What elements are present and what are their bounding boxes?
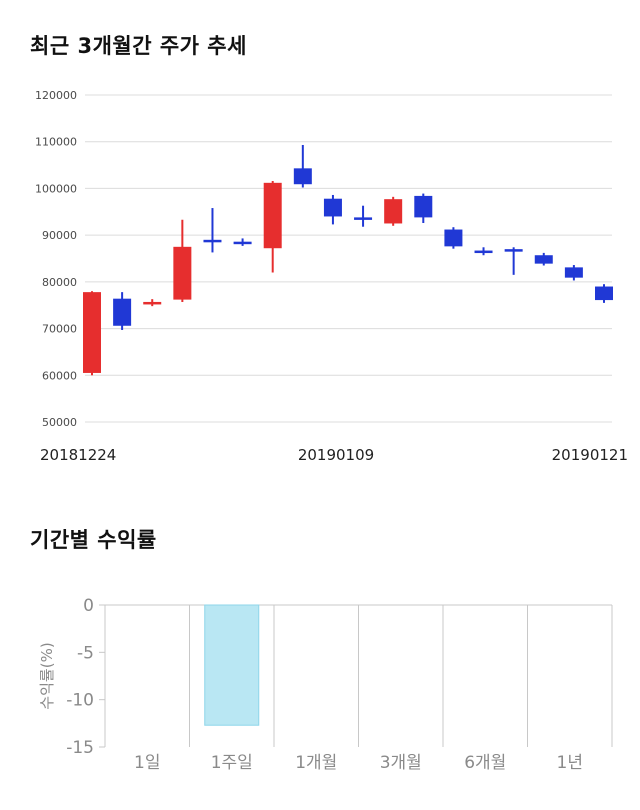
- candlestick: [564, 265, 583, 281]
- candlestick: [233, 238, 252, 246]
- candlestick: [293, 144, 312, 188]
- y-axis-tick-label: 0: [83, 596, 94, 616]
- candlestick: [263, 180, 282, 273]
- y-axis-tick-label: 120000: [35, 89, 77, 102]
- candle-body: [173, 246, 192, 300]
- y-axis-tick-label: -5: [77, 643, 94, 663]
- candle-body: [263, 182, 282, 249]
- candle-body: [534, 255, 553, 264]
- candle-body: [203, 239, 222, 243]
- candle-body: [414, 195, 433, 218]
- candle-body: [564, 267, 583, 278]
- y-axis-tick-label: 60000: [42, 369, 77, 382]
- price-chart-title: 최근 3개월간 주가 추세: [30, 34, 247, 58]
- y-axis-tick-label: 100000: [35, 182, 77, 195]
- x-axis-category-label: 1주일: [211, 753, 253, 773]
- x-axis-category-label: 1개월: [295, 753, 337, 773]
- x-axis-date-label: 20190109: [298, 446, 374, 464]
- returns-bar-chart: 0 -5 -10 -15 수익률(%) 1일 1주일 1개월 3개월 6개월 1년: [38, 596, 613, 773]
- candlestick: [534, 252, 553, 266]
- candlestick: [414, 193, 433, 223]
- x-axis-category-label: 6개월: [464, 753, 506, 773]
- candlestick: [444, 227, 463, 249]
- x-axis-date-label: 20190121: [552, 446, 628, 464]
- y-axis-tick-label: -15: [66, 738, 94, 758]
- y-axis-tick-label: 110000: [35, 136, 77, 149]
- candle-body: [444, 229, 463, 247]
- candlestick: [113, 292, 132, 330]
- y-axis-tick-label: 50000: [42, 416, 77, 429]
- candle-body: [293, 168, 312, 185]
- candlestick: [354, 205, 373, 227]
- candle-body: [83, 292, 101, 373]
- x-axis-category-label: 1년: [557, 753, 583, 773]
- candle-body: [233, 241, 252, 245]
- y-axis-title: 수익률(%): [38, 642, 56, 709]
- y-axis-tick-label: 70000: [42, 323, 77, 336]
- candlestick: [143, 299, 162, 307]
- candlestick: [504, 247, 523, 275]
- x-axis-category-label: 1일: [134, 753, 160, 773]
- candle-body: [143, 301, 162, 305]
- x-axis-category-label: 3개월: [380, 753, 422, 773]
- candlestick: [474, 247, 493, 256]
- y-axis-tick-label: 80000: [42, 276, 77, 289]
- candle-body: [113, 298, 132, 326]
- candlestick: [595, 284, 613, 303]
- candlestick: [173, 219, 192, 302]
- x-axis-date-label: 20181224: [40, 446, 116, 464]
- candlestick: [323, 194, 342, 225]
- candle-body: [595, 286, 613, 301]
- candlestick: [203, 208, 222, 253]
- candle-body: [384, 199, 403, 224]
- candle-body: [354, 217, 373, 220]
- candle-body: [474, 250, 493, 254]
- returns-chart-title: 기간별 수익률: [30, 528, 157, 552]
- return-bar: [204, 604, 260, 726]
- candlestick: [384, 196, 403, 226]
- y-axis-tick-label: -10: [66, 691, 94, 711]
- candle-body: [504, 249, 523, 252]
- y-axis-tick-label: 90000: [42, 229, 77, 242]
- price-candlestick-chart: 120000 110000 100000 90000 80000 70000 60000 50…: [35, 89, 628, 464]
- candle-body: [323, 198, 342, 217]
- candlestick: [83, 291, 101, 376]
